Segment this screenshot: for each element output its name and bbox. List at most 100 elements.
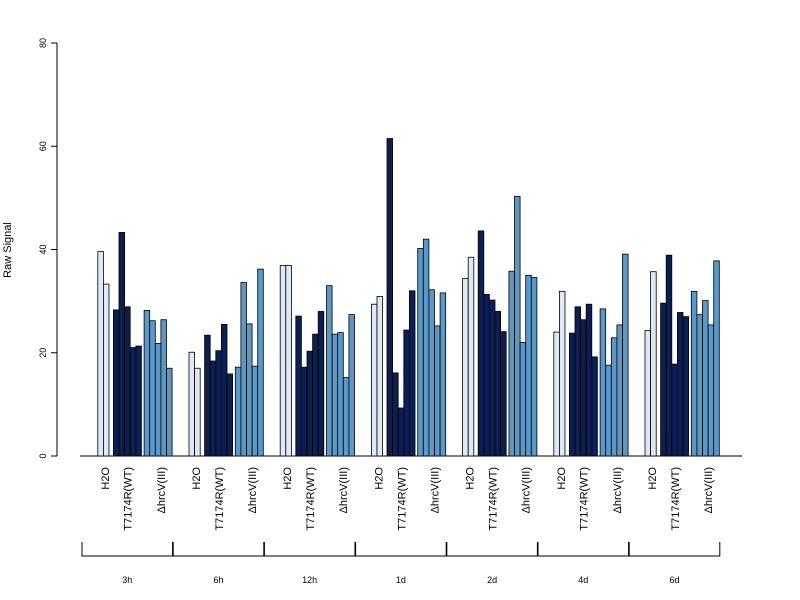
bar-6d-H2O-1 [644,330,651,457]
bar-12h-H2O-1 [279,265,287,457]
bar-3h-hrcVIII-4 [160,319,167,457]
bar-1d-T7174RWT-1 [386,138,393,457]
bar-3h-T7174RWT-5 [135,345,142,457]
bar-4d-T7174RWT-5 [591,356,598,457]
bar-12h-T7174RWT-3 [306,350,313,457]
category-label: H2O [465,467,477,490]
bar-3h-T7174RWT-2 [118,232,125,457]
bar-2d-H2O-1 [462,278,469,457]
category-label: T7174R(WT) [214,467,226,531]
group-label: 12h [302,575,317,585]
bar-6d-H2O-2 [650,271,657,457]
category-label: T7174R(WT) [305,467,317,531]
bar-6h-hrcVIII-3 [246,323,253,457]
category-label: T7174R(WT) [670,467,682,531]
group-bracket [172,542,265,557]
category-label: T7174R(WT) [579,467,591,531]
group-brackets: 3h 6h 12h 1d 2d 4d 6d [81,542,721,585]
bar-2d-hrcVIII-2 [514,195,521,457]
bar-1d-H2O-1 [370,303,378,457]
bar-6h-T7174RWT-2 [209,360,217,457]
bar-2d-T7174RWT-5 [500,331,507,457]
bar-4d-T7174RWT-2 [574,306,581,457]
bar-2d-T7174RWT-2 [483,294,490,457]
bar-6h-T7174RWT-3 [215,350,222,457]
bar-12h-hrcVIII-3 [337,332,344,457]
bar-1d-T7174RWT-2 [392,372,399,457]
bar-6d-hrcVIII-4 [707,324,715,457]
bar-4d-hrcVIII-5 [622,253,629,457]
bar-6h-hrcVIII-5 [257,268,264,457]
y-axis-title: Raw Signal [2,222,14,278]
category-label: H2O [647,467,659,490]
bar-3h-T7174RWT-3 [124,306,131,457]
group-label: 3h [122,575,132,585]
bar-12h-T7174RWT-4 [312,333,319,457]
group-label: 4d [578,575,588,585]
y-tick-label: 20 [38,348,48,358]
category-label: ΔhrcV(III) [429,467,441,513]
category-label: H2O [100,467,112,490]
bar-6h-hrcVIII-2 [240,282,247,457]
bar-2d-hrcVIII-1 [508,270,515,457]
bar-2d-hrcVIII-5 [530,276,538,457]
category-label: H2O [191,467,203,490]
category-labels: H2O T7174R(WT) ΔhrcV(III) H2O T7174R(WT) Δhrc… [100,467,715,531]
y-axis: 0 20 40 60 80 [38,38,58,459]
bar-3h-H2O-2 [103,283,110,457]
bar-6h-hrcVIII-4 [251,365,259,457]
bar-2d-hrcVIII-4 [525,274,532,457]
bar-6d-hrcVIII-3 [702,300,709,457]
bar-1d-hrcVIII-2 [422,238,430,457]
bar-4d-T7174RWT-1 [569,332,576,457]
bar-2d-T7174RWT-1 [477,230,485,457]
bar-6d-T7174RWT-4 [677,312,684,457]
category-label: T7174R(WT) [488,467,500,531]
group-bracket [628,542,721,557]
bar-4d-H2O-1 [553,331,560,457]
bar-3h-hrcVIII-5 [166,367,173,457]
bar-6h-T7174RWT-1 [204,334,211,457]
bar-3h-hrcVIII-2 [149,320,156,457]
bar-4d-hrcVIII-4 [616,324,623,457]
category-label: ΔhrcV(III) [612,467,624,513]
category-label: ΔhrcV(III) [156,467,168,513]
category-label: H2O [556,467,568,490]
bar-3h-T7174RWT-1 [113,309,120,457]
category-label: H2O [282,467,294,490]
bar-1d-T7174RWT-5 [408,290,416,457]
group-label: 1d [396,575,406,585]
bar-1d-hrcVIII-1 [417,248,424,457]
bar-12h-T7174RWT-2 [300,366,308,457]
bar-2d-T7174RWT-3 [488,299,496,457]
bar-6h-T7174RWT-4 [220,323,228,457]
bar-12h-hrcVIII-5 [348,314,355,457]
group-label: 2d [487,575,497,585]
bar-6h-H2O-2 [194,367,201,457]
bar-6d-hrcVIII-1 [690,290,698,457]
group-bracket [355,542,447,557]
bar-3h-T7174RWT-4 [129,347,137,457]
bar-6d-T7174RWT-5 [682,316,689,457]
bar-1d-T7174RWT-3 [397,407,405,457]
bar-2d-H2O-2 [467,256,475,457]
bar-6d-T7174RWT-3 [671,363,678,457]
y-tick-label: 40 [38,244,48,254]
bar-6h-H2O-1 [188,351,195,457]
category-label: ΔhrcV(III) [247,467,259,513]
group-label: 6d [669,575,679,585]
bar-6d-hrcVIII-2 [696,314,703,457]
bars [97,138,720,457]
bar-6d-T7174RWT-1 [660,302,667,457]
group-bracket [81,542,174,557]
bar-12h-hrcVIII-2 [331,333,339,457]
bar-6d-hrcVIII-5 [713,260,720,457]
y-tick-label: 0 [38,453,48,458]
bar-6h-T7174RWT-5 [226,373,233,457]
bar-2d-hrcVIII-3 [519,342,527,457]
category-label: H2O [373,467,385,490]
category-label: T7174R(WT) [396,467,408,531]
bar-3h-hrcVIII-3 [154,343,162,457]
bar-12h-hrcVIII-1 [326,285,333,457]
